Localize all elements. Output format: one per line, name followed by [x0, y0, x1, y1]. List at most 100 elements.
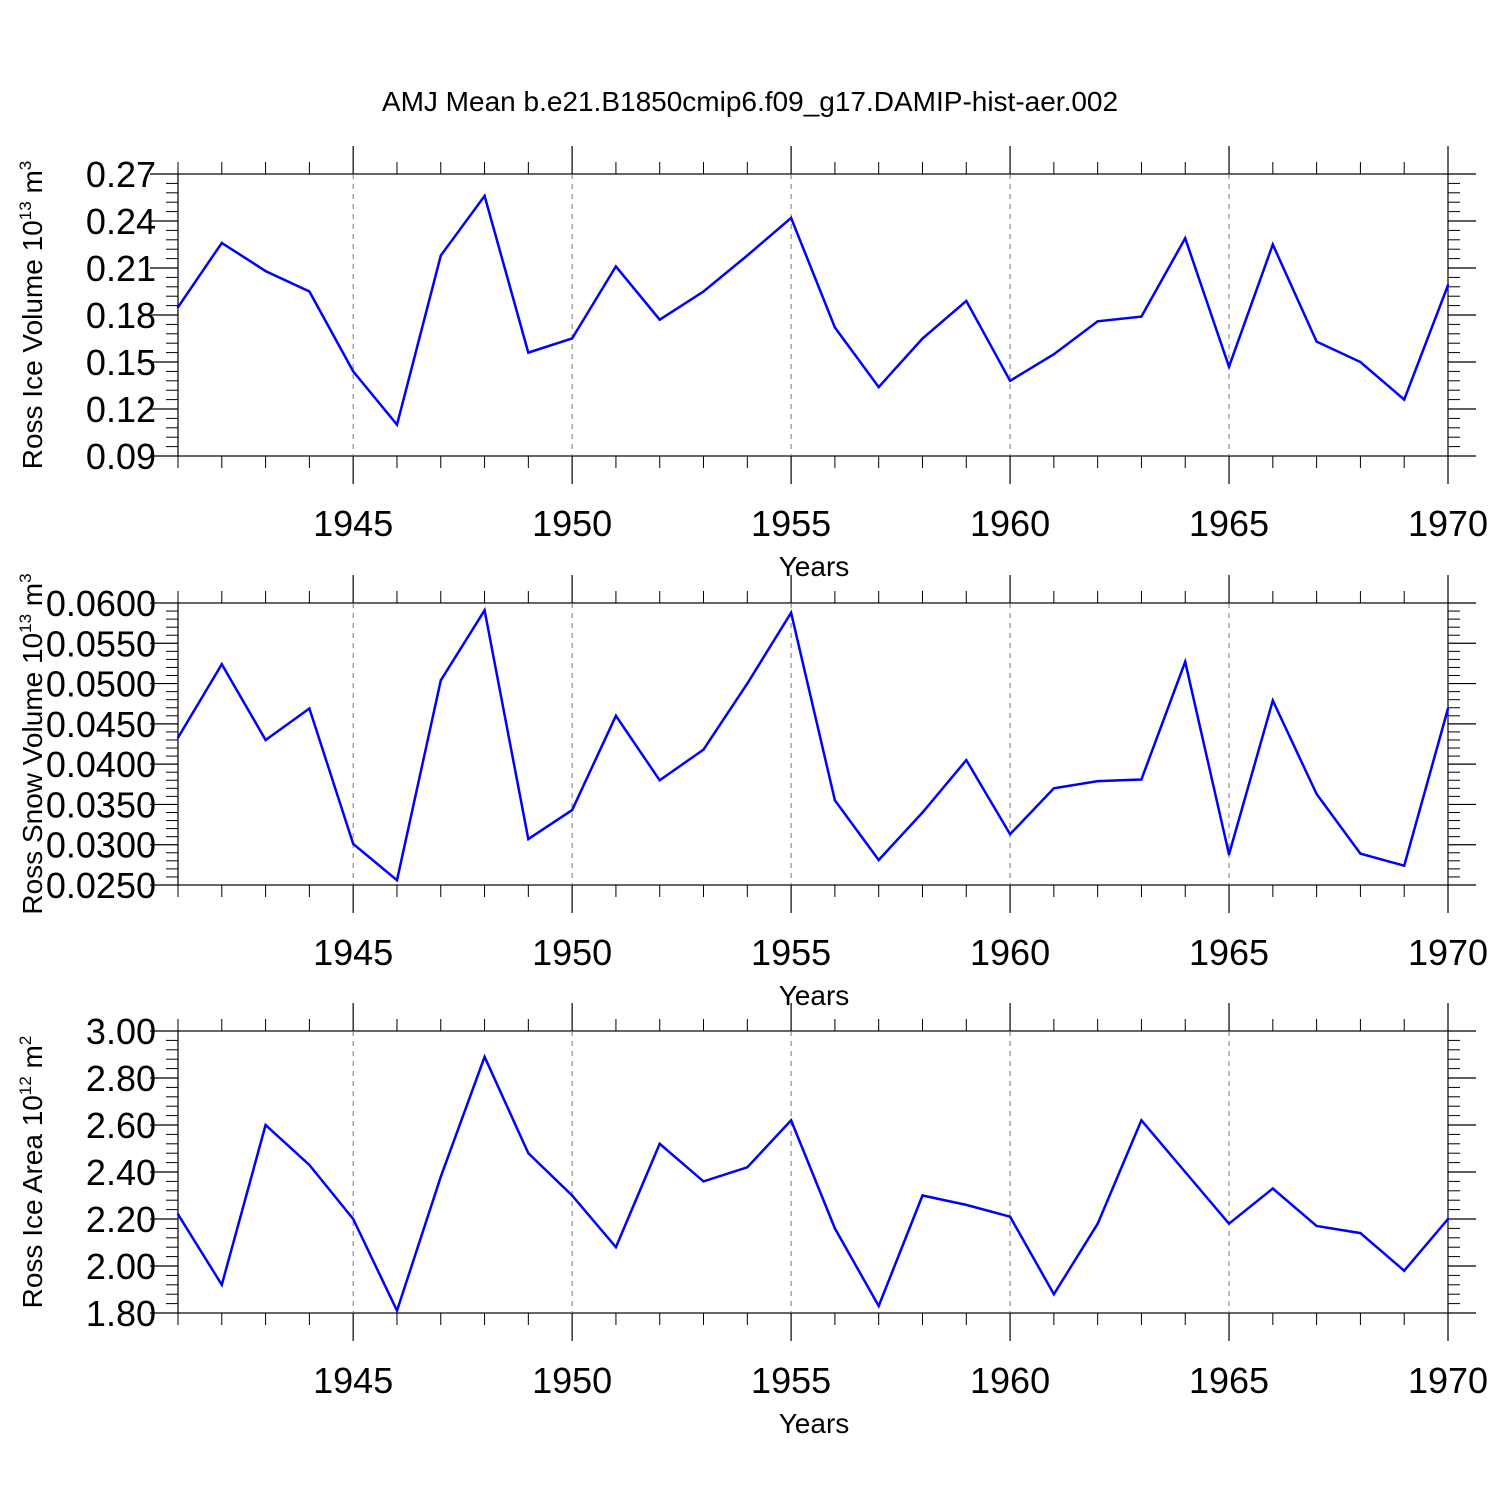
- data-point: [1052, 1293, 1056, 1296]
- y-tick-label: 0.18: [86, 295, 156, 336]
- data-point: [220, 241, 223, 245]
- data-point: [702, 748, 705, 751]
- data-point: [1403, 864, 1406, 867]
- data-point: [1271, 699, 1275, 702]
- data-point: [1184, 1170, 1187, 1174]
- series-line: [176, 1053, 1449, 1315]
- data-point: [1140, 778, 1143, 781]
- data-point: [1227, 365, 1231, 368]
- data-point: [439, 679, 442, 682]
- y-tick-label: 2.60: [86, 1105, 156, 1146]
- data-point: [789, 611, 793, 614]
- panels: 1945 1950 1955 1960 1965 1970 0.09 0.12 0.15 0.18…: [16, 146, 1488, 1439]
- panel-1: 1945 1950 1955 1960 1965 1970 0.09 0.12 0.15 0.18…: [16, 146, 1488, 582]
- data-point: [789, 216, 793, 220]
- y-tick-label: 3.00: [86, 1011, 156, 1052]
- y-axis-label: Ross Snow Volume 1013 m3: [16, 573, 48, 914]
- data-point: [220, 663, 223, 666]
- data-point: [570, 808, 574, 812]
- x-tick-label: 1965: [1189, 932, 1269, 973]
- data-point: [395, 1309, 399, 1312]
- data-point: [614, 714, 618, 717]
- data-point: [1359, 360, 1362, 364]
- y-tick-label: 0.0450: [46, 704, 156, 745]
- data-point: [877, 385, 880, 389]
- data-point: [833, 799, 837, 802]
- data-point: [527, 837, 530, 841]
- data-point: [527, 1152, 530, 1155]
- data-point: [1227, 853, 1231, 856]
- x-tick-label: 1970: [1408, 1360, 1488, 1401]
- data-point: [1271, 243, 1275, 246]
- data-point: [1096, 320, 1099, 323]
- data-point: [1446, 1217, 1450, 1221]
- data-point: [833, 326, 837, 329]
- data-point: [1008, 1215, 1012, 1218]
- x-tick-label: 1960: [970, 1360, 1050, 1401]
- data-point: [658, 779, 661, 782]
- x-tick-label: 1970: [1408, 503, 1488, 544]
- y-tick-label: 0.15: [86, 342, 156, 383]
- data-point: [702, 290, 705, 293]
- data-point: [351, 370, 355, 373]
- y-tick-label: 2.20: [86, 1199, 156, 1240]
- data-point: [658, 1142, 661, 1146]
- x-tick-label: 1955: [751, 503, 831, 544]
- x-axis-label: Years: [779, 551, 850, 582]
- y-tick-label: 2.80: [86, 1058, 156, 1099]
- y-tick-label: 0.24: [86, 201, 156, 242]
- x-tick-label: 1955: [751, 932, 831, 973]
- series-line: [176, 606, 1450, 883]
- data-point: [439, 254, 442, 257]
- x-tick-label: 1945: [313, 1360, 393, 1401]
- y-tick-label: 0.21: [86, 248, 156, 289]
- data-point: [1227, 1222, 1231, 1225]
- panel-3: 1945 1950 1955 1960 1965 1970 1.80 2.00 2.20 2.40…: [16, 1003, 1488, 1439]
- y-tick-label: 0.0500: [46, 664, 156, 705]
- x-tick-label: 1945: [313, 503, 393, 544]
- y-tick-label: 0.0400: [46, 744, 156, 785]
- data-point: [1008, 833, 1012, 836]
- x-tick-label: 1950: [532, 932, 612, 973]
- data-point: [351, 842, 355, 846]
- y-tick-label: 0.0350: [46, 784, 156, 825]
- data-point: [264, 269, 267, 273]
- data-point: [1271, 1187, 1275, 1190]
- data-point: [1315, 792, 1318, 796]
- y-tick-label: 0.27: [86, 154, 156, 195]
- data-point: [1096, 1222, 1099, 1225]
- data-point: [308, 290, 311, 293]
- data-point: [921, 1194, 924, 1197]
- x-tick-label: 1955: [751, 1360, 831, 1401]
- x-tick-label: 1950: [532, 1360, 612, 1401]
- data-point: [746, 254, 749, 257]
- series-line: [176, 193, 1450, 428]
- data-point: [1315, 340, 1318, 343]
- data-point: [1096, 779, 1099, 783]
- data-point: [1403, 398, 1406, 401]
- data-point: [1008, 379, 1012, 382]
- data-point: [264, 1123, 267, 1127]
- data-point: [1052, 352, 1056, 356]
- data-point: [1315, 1224, 1318, 1228]
- data-point: [220, 1283, 223, 1287]
- data-point: [965, 299, 968, 303]
- data-point: [1140, 315, 1143, 318]
- data-point: [527, 351, 530, 354]
- panel-2: 1945 1950 1955 1960 1965 1970 0.02500.03000.03…: [16, 573, 1488, 1011]
- data-point: [614, 1246, 618, 1249]
- data-point: [395, 878, 399, 882]
- data-point: [570, 337, 574, 340]
- data-point: [1184, 237, 1187, 240]
- plot-frame: [177, 173, 1449, 457]
- y-tick-label: 0.09: [86, 436, 156, 477]
- y-tick-label: 2.40: [86, 1152, 156, 1193]
- data-point: [1446, 284, 1450, 287]
- data-point: [570, 1194, 574, 1197]
- data-point: [921, 811, 924, 814]
- data-point: [1359, 852, 1362, 855]
- data-point: [483, 609, 486, 612]
- data-point: [658, 318, 661, 321]
- data-point: [1184, 660, 1187, 664]
